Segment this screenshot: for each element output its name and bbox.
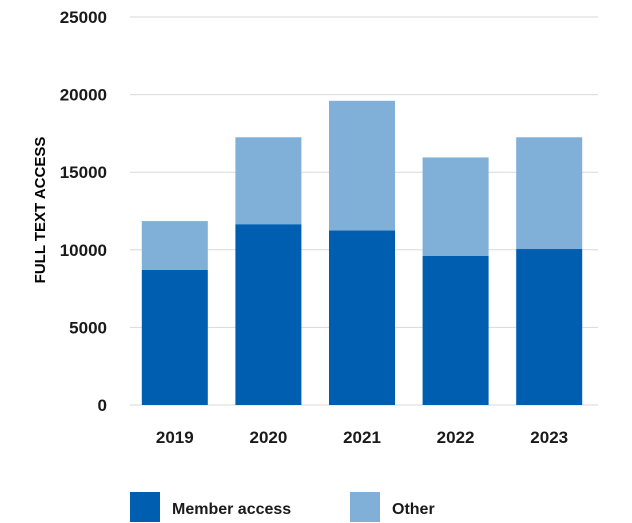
- y-tick-label: 10000: [60, 241, 107, 260]
- x-tick-label: 2021: [343, 428, 381, 447]
- legend: Member access Other: [130, 492, 435, 522]
- x-tick-labels: 2019 2020 2021 2022 2023: [156, 428, 568, 447]
- x-tick-label: 2023: [530, 428, 568, 447]
- legend-swatch: [130, 492, 160, 522]
- bars: [141, 100, 583, 405]
- y-tick-label: 25000: [60, 8, 107, 27]
- bar-other-2021: [329, 100, 395, 231]
- bar-member-access-2023: [516, 249, 583, 405]
- bar-other-2022: [422, 157, 489, 257]
- bar-other-2019: [141, 221, 208, 270]
- bar-member-access-2021: [329, 230, 395, 405]
- legend-label: Member access: [172, 501, 291, 518]
- y-tick-label: 15000: [60, 163, 107, 182]
- x-tick-label: 2019: [156, 428, 194, 447]
- bar-other-2020: [235, 137, 302, 225]
- bar-member-access-2019: [141, 269, 208, 405]
- x-tick-label: 2022: [437, 428, 475, 447]
- y-axis-label: FULL TEXT ACCESS: [32, 137, 49, 284]
- bar-member-access-2020: [235, 224, 302, 405]
- legend-swatch: [350, 492, 380, 522]
- bar-other-2023: [516, 137, 583, 250]
- y-tick-label: 0: [98, 396, 107, 415]
- y-tick-labels: 0 5000 10000 15000 20000 25000: [60, 8, 107, 415]
- y-tick-label: 5000: [69, 318, 107, 337]
- bar-member-access-2022: [422, 256, 489, 405]
- legend-label: Other: [392, 501, 435, 518]
- x-tick-label: 2020: [249, 428, 287, 447]
- y-tick-label: 20000: [60, 86, 107, 105]
